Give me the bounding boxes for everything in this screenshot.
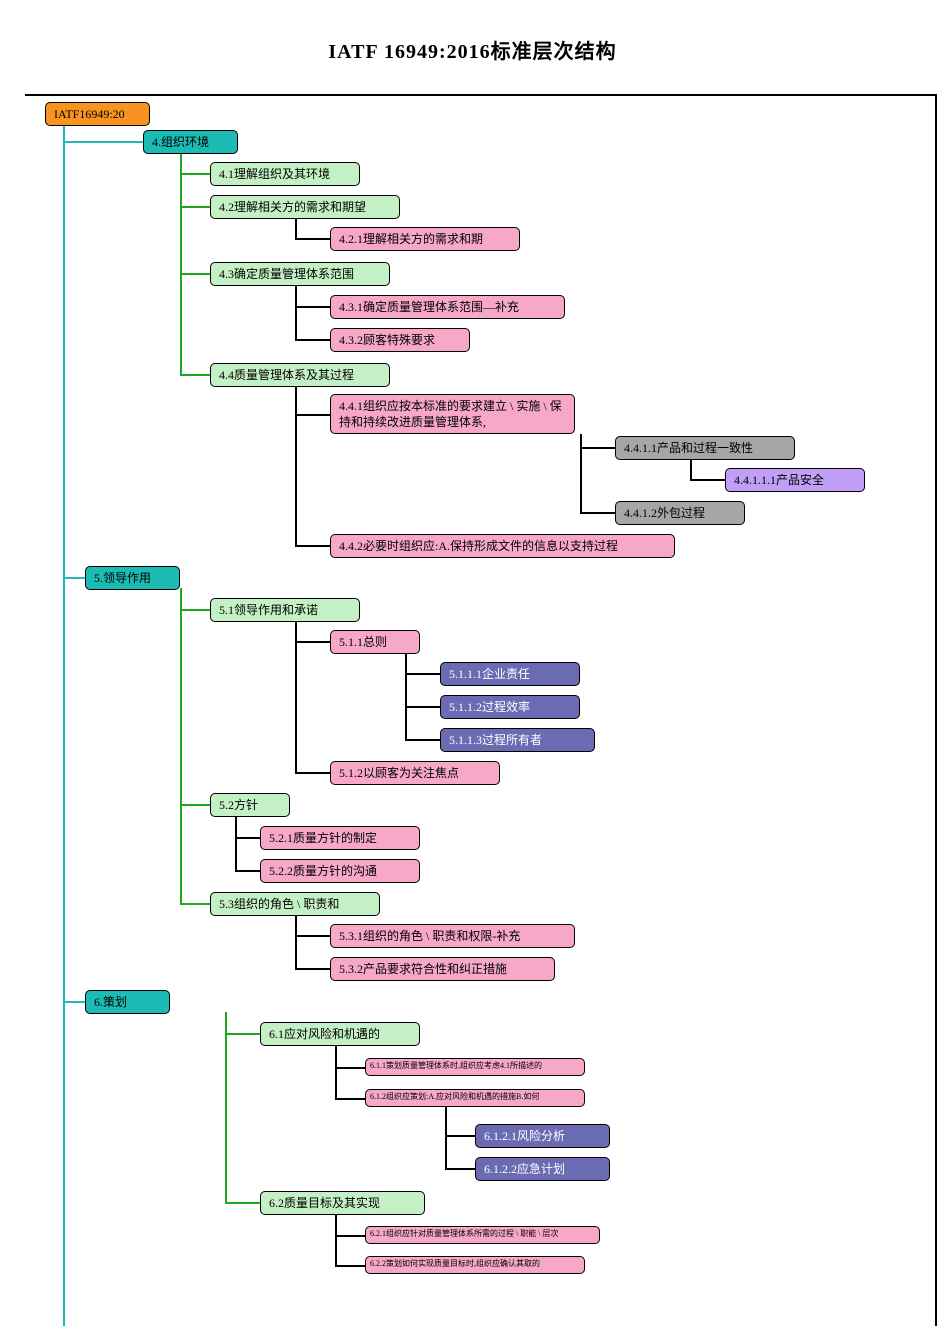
connector-line xyxy=(235,837,260,839)
connector-line xyxy=(690,458,692,479)
connector-line xyxy=(180,903,210,905)
tree-node-n52: 5.2方针 xyxy=(210,793,290,817)
connector-line xyxy=(63,1001,85,1003)
connector-line xyxy=(445,1168,475,1170)
tree-node-n611: 6.1.1策划质量管理体系时,组织应考虑4.1所描述的 xyxy=(365,1058,585,1076)
connector-line xyxy=(295,545,330,547)
tree-node-n622: 6.2.2策划如何实现质量目标时,组织应确认其取的 xyxy=(365,1256,585,1274)
connector-line xyxy=(580,434,582,512)
connector-line xyxy=(295,641,330,643)
tree-node-n6121: 6.1.2.1风险分析 xyxy=(475,1124,610,1148)
connector-line xyxy=(225,1033,260,1035)
connector-line xyxy=(63,141,143,143)
connector-line xyxy=(225,1202,260,1204)
connector-line xyxy=(180,206,210,208)
connector-line xyxy=(690,479,725,481)
tree-node-n44: 4.4质量管理体系及其过程 xyxy=(210,363,390,387)
page-title: IATF 16949:2016标准层次结构 xyxy=(0,35,945,64)
connector-line xyxy=(295,217,297,238)
tree-node-n522: 5.2.2质量方针的沟通 xyxy=(260,859,420,883)
tree-node-n51: 5.1领导作用和承诺 xyxy=(210,598,360,622)
connector-line xyxy=(295,385,297,545)
tree-node-n62: 6.2质量目标及其实现 xyxy=(260,1191,425,1215)
tree-node-n61: 6.1应对风险和机遇的 xyxy=(260,1022,420,1046)
tree-node-n5: 5.领导作用 xyxy=(85,566,180,590)
tree-node-n431: 4.3.1确定质量管理体系范围—补充 xyxy=(330,295,565,319)
tree-node-n53: 5.3组织的角色 \ 职责和 xyxy=(210,892,380,916)
connector-line xyxy=(335,1044,337,1098)
connector-line xyxy=(235,815,237,870)
connector-line xyxy=(445,1135,475,1137)
connector-line xyxy=(180,173,210,175)
tree-node-n421: 4.2.1理解相关方的需求和期 xyxy=(330,227,520,251)
connector-line xyxy=(335,1235,365,1237)
connector-line xyxy=(63,577,85,579)
connector-line xyxy=(405,739,440,741)
tree-node-n6122: 6.1.2.2应急计划 xyxy=(475,1157,610,1181)
connector-line xyxy=(295,306,330,308)
tree-node-n4411: 4.4.1.1产品和过程一致性 xyxy=(615,436,795,460)
connector-line xyxy=(295,414,330,416)
connector-line xyxy=(295,284,297,339)
connector-line xyxy=(180,152,182,374)
connector-line xyxy=(225,1012,227,1202)
connector-line xyxy=(295,914,297,968)
connector-line xyxy=(180,273,210,275)
connector-line xyxy=(335,1098,365,1100)
connector-line xyxy=(295,339,330,341)
tree-node-n44111: 4.4.1.1.1产品安全 xyxy=(725,468,865,492)
connector-line xyxy=(335,1067,365,1069)
connector-line xyxy=(63,124,65,1326)
connector-line xyxy=(295,968,330,970)
tree-node-n4412: 4.4.1.2外包过程 xyxy=(615,501,745,525)
connector-line xyxy=(295,238,330,240)
connector-line xyxy=(580,447,615,449)
tree-node-n43: 4.3确定质量管理体系范围 xyxy=(210,262,390,286)
connector-line xyxy=(405,706,440,708)
connector-line xyxy=(180,374,210,376)
connector-line xyxy=(180,804,210,806)
connector-line xyxy=(180,609,210,611)
connector-line xyxy=(405,673,440,675)
tree-node-root: IATF16949:20 xyxy=(45,102,150,126)
tree-node-n512: 5.1.2以顾客为关注焦点 xyxy=(330,761,500,785)
tree-node-n621: 6.2.1组织应针对质量管理体系所需的过程 \ 职能 \ 层次 xyxy=(365,1226,600,1244)
tree-node-n612: 6.1.2组织应策划:A.应对风险和机遇的措施B.如何 xyxy=(365,1089,585,1107)
connector-line xyxy=(235,870,260,872)
tree-node-n6: 6.策划 xyxy=(85,990,170,1014)
tree-node-n41: 4.1理解组织及其环境 xyxy=(210,162,360,186)
connector-line xyxy=(180,588,182,903)
tree-node-n532: 5.3.2产品要求符合性和纠正措施 xyxy=(330,957,555,981)
connector-line xyxy=(580,512,615,514)
tree-node-n521: 5.2.1质量方针的制定 xyxy=(260,826,420,850)
tree-node-n531: 5.3.1组织的角色 \ 职责和权限-补充 xyxy=(330,924,575,948)
diagram-canvas: IATF16949:20 4.组织环境 4.1理解组织及其环境 4.2理解相关方的需求… xyxy=(25,94,937,1326)
connector-line xyxy=(405,652,407,739)
tree-node-n511: 5.1.1总则 xyxy=(330,630,420,654)
tree-node-n42: 4.2理解相关方的需求和期望 xyxy=(210,195,400,219)
connector-line xyxy=(335,1213,337,1265)
tree-node-n432: 4.3.2顾客特殊要求 xyxy=(330,328,470,352)
connector-line xyxy=(335,1265,365,1267)
connector-line xyxy=(295,772,330,774)
tree-node-n442: 4.4.2必要时组织应:A.保持形成文件的信息以支持过程 xyxy=(330,534,675,558)
tree-node-n5112: 5.1.1.2过程效率 xyxy=(440,695,580,719)
tree-node-n4: 4.组织环境 xyxy=(143,130,238,154)
tree-node-n5113: 5.1.1.3过程所有者 xyxy=(440,728,595,752)
connector-line xyxy=(445,1107,447,1168)
tree-node-n5111: 5.1.1.1企业责任 xyxy=(440,662,580,686)
tree-node-n441: 4.4.1组织应按本标准的要求建立 \ 实施 \ 保持和持续改进质量管理体系, xyxy=(330,394,575,434)
connector-line xyxy=(295,935,330,937)
